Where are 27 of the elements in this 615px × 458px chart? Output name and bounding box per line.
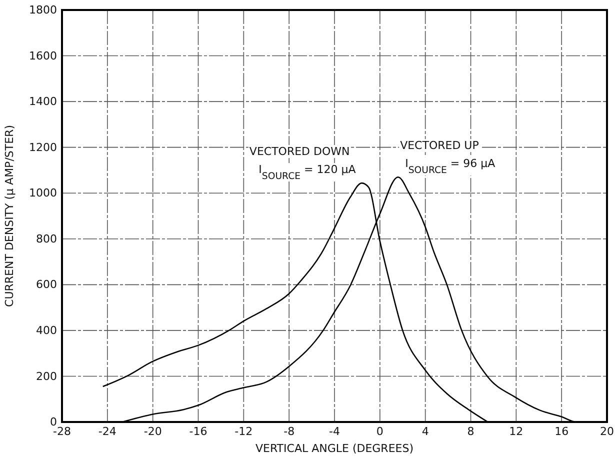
x-tick-label: -24	[98, 424, 116, 438]
x-tick-label: -20	[144, 424, 162, 438]
x-tick-label: 4	[422, 424, 429, 438]
x-tick-label: 16	[554, 424, 569, 438]
x-tick-label: -12	[234, 424, 253, 438]
x-tick-label: 12	[509, 424, 524, 438]
x-tick-label: 20	[600, 424, 614, 438]
y-tick-label: 1200	[29, 140, 57, 154]
y-tick-label: 200	[36, 370, 57, 383]
x-tick-label: -16	[189, 424, 208, 438]
x-axis-title: VERTICAL ANGLE (DEGREES)	[255, 442, 414, 455]
text: VECTORED DOWN	[249, 145, 350, 158]
x-tick-label: -4	[329, 424, 340, 438]
y-tick-label: 600	[36, 278, 57, 292]
y-axis-title: CURRENT DENSITY (μ AMP/STER)	[3, 125, 16, 307]
y-tick-label: 1800	[29, 4, 57, 17]
text: VECTORED UP	[400, 139, 480, 152]
x-tick-label: 8	[467, 424, 474, 438]
y-tick-label: 1600	[29, 49, 57, 62]
y-tick-label: 400	[36, 324, 57, 337]
y-tick-label: 1000	[29, 186, 57, 200]
x-tick-label: -8	[284, 424, 295, 438]
x-tick-label: 0	[376, 424, 384, 438]
annotation: I$_{SOURCE}$ = 120 μA	[258, 163, 356, 182]
annotation: I$_{SOURCE}$ = 96 μA	[405, 157, 496, 176]
y-tick-label: 800	[36, 232, 57, 246]
y-tick-label: 1400	[29, 95, 57, 108]
